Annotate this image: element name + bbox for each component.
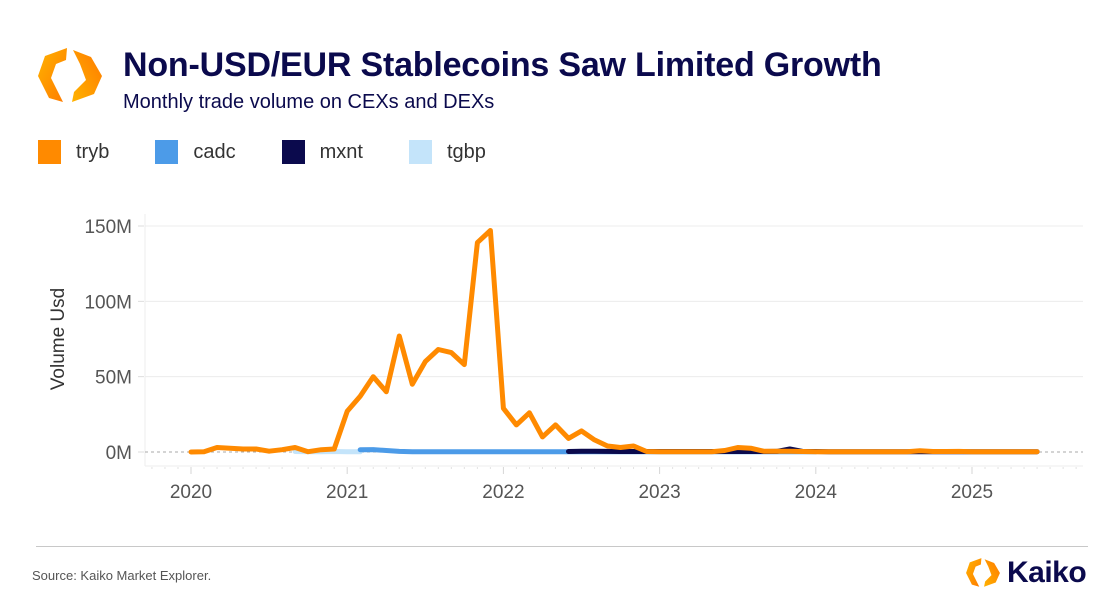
line-tryb bbox=[188, 228, 1040, 455]
axes: 0M 50M 100M 150M 2020 2021 2022 2023 2024 2025 bbox=[84, 217, 1077, 503]
y-tick-label: 0M bbox=[106, 443, 132, 464]
x-tick-label: 2022 bbox=[482, 482, 524, 503]
series-tryb bbox=[188, 228, 1040, 455]
gridlines bbox=[144, 214, 1083, 467]
legend-swatch-cadc bbox=[155, 140, 179, 164]
x-tick-label: 2024 bbox=[795, 482, 838, 503]
brand: Kaiko bbox=[965, 556, 1087, 590]
source-note: Source: Kaiko Market Explorer. bbox=[32, 568, 212, 583]
series-lines bbox=[188, 228, 1040, 455]
kaiko-logo-icon bbox=[38, 48, 102, 102]
y-tick-label: 150M bbox=[84, 217, 132, 238]
legend-item-cadc[interactable]: cadc bbox=[155, 140, 236, 164]
legend-label: mxnt bbox=[319, 140, 363, 163]
legend-item-mxnt[interactable]: mxnt bbox=[281, 140, 363, 164]
x-tick-label: 2021 bbox=[326, 482, 368, 503]
chart-title: Non-USD/EUR Stablecoins Saw Limited Grow… bbox=[123, 46, 882, 84]
x-tick-label: 2020 bbox=[170, 482, 212, 503]
legend-swatch-tgbp bbox=[408, 140, 432, 164]
x-tick-label: 2023 bbox=[638, 482, 680, 503]
y-tick-label: 100M bbox=[84, 292, 132, 313]
legend: tryb cadc mxnt tgbp bbox=[38, 140, 532, 164]
kaiko-brand-icon bbox=[966, 558, 1000, 587]
legend-swatch-mxnt bbox=[281, 140, 305, 164]
y-tick-label: 50M bbox=[95, 368, 132, 389]
legend-item-tryb[interactable]: tryb bbox=[38, 140, 109, 164]
y-axis-label: Volume Usd bbox=[48, 288, 69, 390]
legend-label: tgbp bbox=[446, 140, 486, 163]
brand-name: Kaiko bbox=[1007, 556, 1087, 589]
legend-swatch-tryb bbox=[38, 140, 61, 164]
footer-divider bbox=[36, 546, 1088, 547]
chart-subtitle: Monthly trade volume on CEXs and DEXs bbox=[123, 91, 495, 113]
legend-label: cadc bbox=[193, 140, 236, 163]
legend-item-tgbp[interactable]: tgbp bbox=[408, 140, 486, 164]
legend-label: tryb bbox=[76, 140, 110, 163]
x-tick-label: 2025 bbox=[951, 482, 993, 503]
